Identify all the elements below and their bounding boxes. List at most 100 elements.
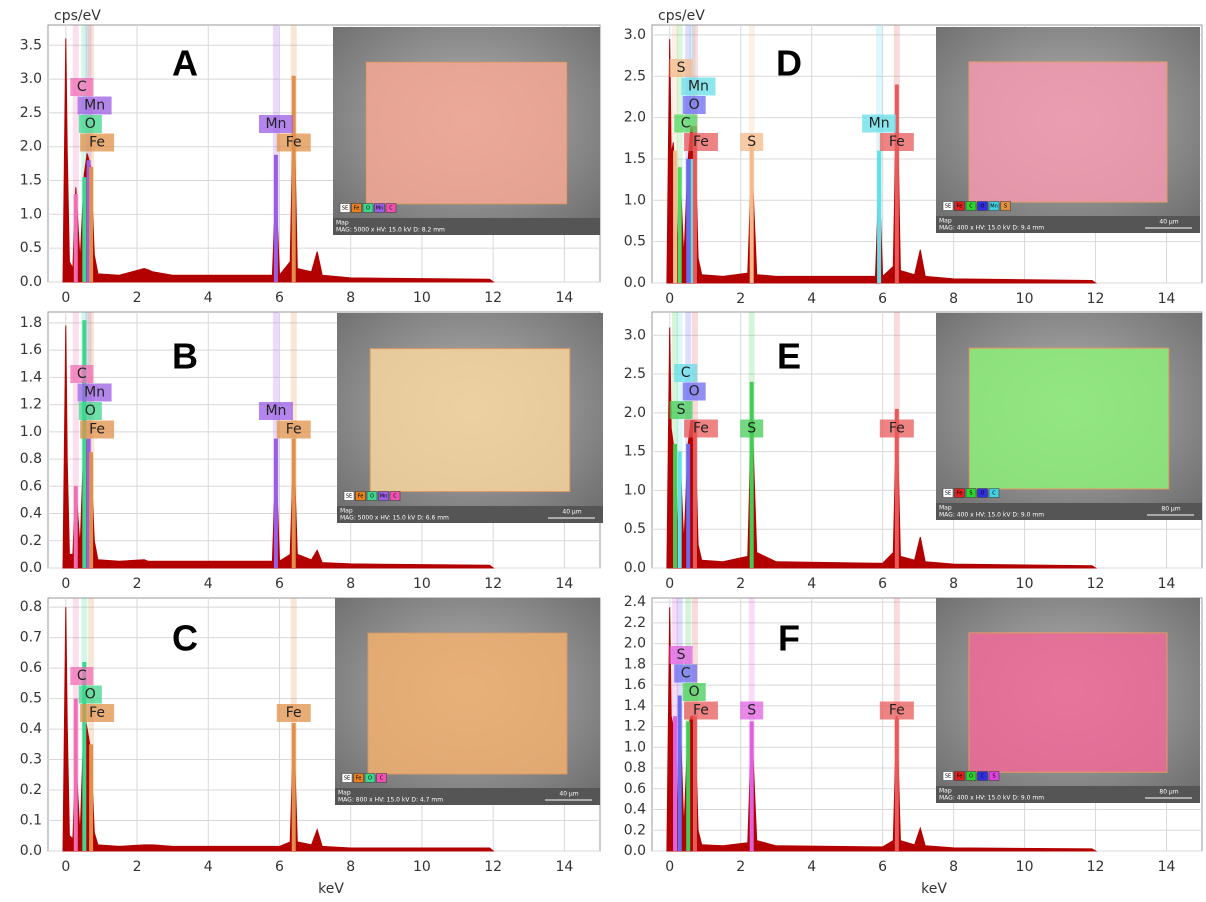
element-peak	[877, 151, 881, 283]
y-tick-label: 0.5	[624, 234, 646, 250]
map-caption: Map	[939, 505, 952, 512]
element-label: Fe	[286, 705, 302, 721]
y-tick-label: 3.0	[624, 327, 646, 343]
element-label: Fe	[89, 135, 105, 151]
y-tick-label: 0.5	[20, 691, 42, 707]
legend-label: C	[969, 204, 973, 210]
x-tick-label: 2	[133, 576, 142, 592]
element-label: O	[689, 684, 700, 700]
x-tick-label: 10	[413, 290, 431, 306]
y-tick-label: 3.0	[624, 27, 646, 43]
x-tick-label: 2	[133, 859, 142, 875]
element-label: S	[677, 402, 686, 418]
element-peak	[274, 155, 278, 282]
x-tick-label: 14	[555, 290, 573, 306]
y-tick-label: 0.2	[624, 822, 646, 838]
y-tick-label: 0.5	[624, 521, 646, 537]
panel-title: F	[778, 618, 800, 659]
y-tick-label: 1.0	[624, 739, 646, 755]
legend-label: O	[969, 774, 973, 780]
legend-label: Mn	[376, 206, 383, 212]
y-tick-label: 0.0	[20, 274, 42, 290]
element-peak	[693, 716, 697, 851]
x-tick-label: 0	[61, 576, 70, 592]
element-label: Fe	[889, 421, 905, 437]
map-overlay	[368, 633, 567, 774]
legend-label: SE	[344, 776, 350, 782]
y-tick-label: 2.4	[624, 594, 646, 610]
panel-title: B	[172, 336, 198, 377]
element-label: Mn	[688, 79, 709, 95]
y-tick-label: 0.0	[624, 560, 646, 576]
element-label: C	[681, 666, 691, 682]
legend-label: C	[981, 774, 985, 780]
y-tick-label: 0.2	[20, 533, 42, 549]
element-peak	[74, 699, 78, 851]
element-peak	[292, 76, 296, 282]
map-overlay	[969, 62, 1167, 202]
y-tick-label: 0.0	[624, 275, 646, 291]
element-peak	[89, 744, 93, 851]
x-tick-label: 6	[878, 859, 887, 875]
y-tick-label: 3.0	[20, 71, 42, 87]
element-peak	[89, 167, 93, 282]
y-tick-label: 1.5	[624, 444, 646, 460]
element-peak	[274, 439, 278, 568]
x-tick-label: 12	[484, 576, 502, 592]
map-info: MAG: 800 x HV: 15.0 kV D: 4.7 mm	[338, 797, 443, 804]
x-tick-label: 10	[413, 859, 431, 875]
panel-title: E	[777, 336, 801, 377]
x-tick-label: 14	[555, 859, 573, 875]
y-tick-label: 1.2	[20, 397, 42, 413]
y-tick-label: 0.5	[20, 240, 42, 256]
element-label: Fe	[89, 422, 105, 438]
y-tick-label: 0.3	[20, 752, 42, 768]
x-axis-label: keV	[318, 881, 344, 897]
element-peak	[895, 718, 899, 851]
y-tick-label: 0.2	[20, 782, 42, 798]
scale-label: 40 µm	[1159, 219, 1178, 226]
map-overlay	[969, 633, 1167, 772]
element-label: Fe	[889, 134, 905, 150]
map-overlay	[969, 348, 1169, 489]
element-peak	[895, 85, 899, 283]
x-tick-label: 14	[1158, 291, 1176, 307]
element-label: Fe	[89, 705, 105, 721]
legend-label: S	[969, 491, 972, 497]
legend-label: Fe	[957, 491, 963, 497]
x-tick-label: 12	[1087, 576, 1105, 592]
element-label: S	[747, 134, 756, 150]
element-label: S	[747, 421, 756, 437]
element-peak	[673, 151, 677, 283]
panel-title: A	[172, 43, 198, 84]
y-tick-label: 0.6	[20, 660, 42, 676]
x-tick-label: 10	[413, 576, 431, 592]
element-label: Mn	[265, 116, 286, 132]
legend-label: Fe	[957, 204, 963, 210]
map-info: MAG: 400 x HV: 15.0 kV D: 9.0 mm	[939, 512, 1044, 519]
x-tick-label: 14	[1158, 576, 1176, 592]
legend-label: SE	[346, 494, 352, 500]
element-peak	[74, 486, 78, 568]
y-tick-label: 0.8	[20, 451, 42, 467]
x-tick-label: 4	[204, 290, 213, 306]
element-label: Fe	[286, 422, 302, 438]
map-caption: Map	[939, 218, 952, 225]
y-tick-label: 1.8	[624, 656, 646, 672]
element-peak	[89, 452, 93, 568]
map-overlay	[370, 349, 570, 492]
y-tick-label: 2.5	[624, 366, 646, 382]
y-tick-label: 1.4	[20, 369, 42, 385]
legend-label: Fe	[957, 774, 963, 780]
x-tick-label: 2	[736, 291, 745, 307]
element-label: C	[77, 79, 87, 95]
element-label: S	[747, 703, 756, 719]
legend-label: Mn	[990, 204, 997, 210]
legend-label: SE	[342, 206, 348, 212]
y-tick-label: 0.4	[624, 802, 646, 818]
x-tick-label: 4	[204, 576, 213, 592]
element-label: Mn	[265, 403, 286, 419]
element-label: Mn	[84, 98, 105, 114]
element-peak	[82, 177, 86, 282]
element-peak	[292, 439, 296, 568]
